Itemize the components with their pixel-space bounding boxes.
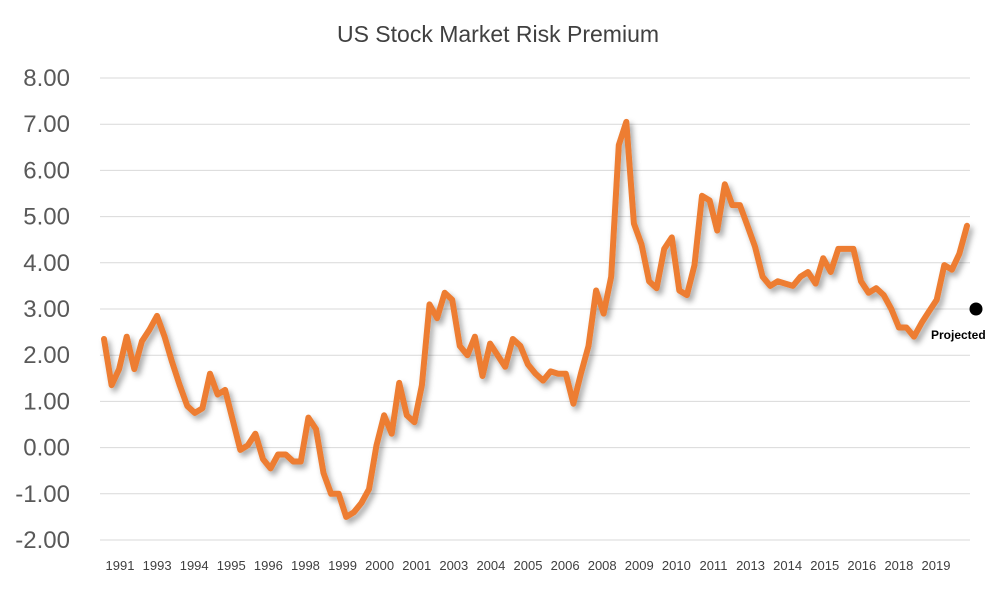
y-tick-label: 4.00	[23, 250, 70, 277]
y-tick-label: 7.00	[23, 111, 70, 138]
x-tick-label: 2006	[551, 558, 580, 573]
chart-title: US Stock Market Risk Premium	[337, 21, 659, 47]
x-tick-label: 2014	[773, 558, 802, 573]
x-tick-label: 2001	[402, 558, 431, 573]
y-axis-tick-labels: -2.00 -1.00 0.00 1.00 2.00 3.00 4.00 5.00 6.00 7.…	[15, 65, 70, 554]
x-tick-label: 1993	[143, 558, 172, 573]
y-tick-label: -1.00	[15, 481, 70, 508]
projected-label: Projected	[931, 328, 986, 342]
y-tick-label: 6.00	[23, 157, 70, 184]
x-tick-label: 1995	[217, 558, 246, 573]
x-tick-label: 2013	[736, 558, 765, 573]
x-tick-label: 2015	[810, 558, 839, 573]
x-tick-label: 2005	[514, 558, 543, 573]
y-tick-label: 5.00	[23, 204, 70, 231]
projected-annotation: Projected	[931, 302, 986, 342]
series-lines	[101, 118, 970, 520]
projected-marker	[969, 302, 983, 316]
x-tick-label: 2004	[476, 558, 505, 573]
x-tick-label: 1999	[328, 558, 357, 573]
x-tick-label: 1994	[180, 558, 209, 573]
x-tick-label: 1991	[106, 558, 135, 573]
x-axis-tick-labels: 1991 1993 1994 1995 1996 1998 1999 2000 2001 2003…	[106, 558, 951, 573]
x-tick-label: 2008	[588, 558, 617, 573]
y-tick-label: -2.00	[15, 527, 70, 554]
x-tick-label: 2000	[365, 558, 394, 573]
x-tick-label: 2011	[699, 558, 727, 573]
x-tick-label: 2010	[662, 558, 691, 573]
x-tick-label: 2019	[922, 558, 951, 573]
y-tick-label: 3.00	[23, 296, 70, 323]
y-tick-label: 1.00	[23, 388, 70, 415]
y-tick-label: 8.00	[23, 65, 70, 92]
x-tick-label: 2018	[884, 558, 913, 573]
series-line-0	[101, 118, 970, 520]
x-tick-label: 2003	[439, 558, 468, 573]
gridlines	[100, 77, 970, 541]
x-tick-label: 2016	[847, 558, 876, 573]
x-tick-label: 1998	[291, 558, 320, 573]
x-tick-label: 1996	[254, 558, 283, 573]
y-tick-label: 0.00	[23, 435, 70, 462]
y-tick-label: 2.00	[23, 342, 70, 369]
x-tick-label: 2009	[625, 558, 654, 573]
